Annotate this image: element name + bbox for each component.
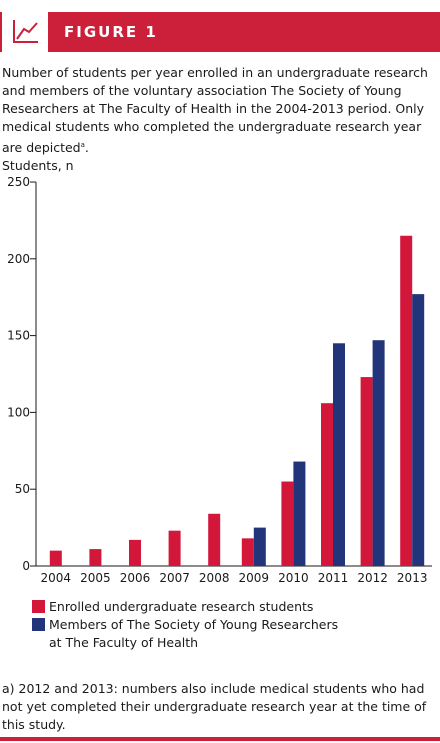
chart-legend: Enrolled undergraduate research students… xyxy=(32,598,349,652)
legend-label-members: Members of The Society of Young Research… xyxy=(49,617,339,650)
caption-footnote-marker: a xyxy=(80,141,85,149)
bar-enrolled-2011 xyxy=(321,403,333,566)
bar-members-2010 xyxy=(293,461,306,566)
x-tick-label-2010: 2010 xyxy=(278,571,309,585)
bar-members-2012 xyxy=(372,340,385,566)
y-tick-label: 100 xyxy=(7,405,30,419)
x-tick-label-2013: 2013 xyxy=(397,571,428,585)
legend-label-enrolled: Enrolled undergraduate research students xyxy=(49,599,314,614)
bar-members-2011 xyxy=(333,343,345,566)
x-tick-label-2007: 2007 xyxy=(159,571,190,585)
legend-item-enrolled: Enrolled undergraduate research students xyxy=(32,598,349,616)
figure-caption: Number of students per year enrolled in … xyxy=(2,64,434,157)
bar-members-2013 xyxy=(412,294,425,566)
x-tick-label-2004: 2004 xyxy=(41,571,72,585)
bar-enrolled-2007 xyxy=(168,530,181,566)
bar-enrolled-2005 xyxy=(89,549,102,566)
figure-footnote: a) 2012 and 2013: numbers also include m… xyxy=(2,681,427,732)
line-chart-icon xyxy=(2,12,48,52)
x-tick-label-2011: 2011 xyxy=(318,571,349,585)
bar-enrolled-2012 xyxy=(360,377,373,566)
y-tick-label: 150 xyxy=(7,329,30,343)
bar-chart: Students, n 0 50 100 150 200 250 2004 2005 2006 20… xyxy=(2,158,432,585)
legend-swatch-enrolled xyxy=(32,600,45,613)
x-tick-label-2012: 2012 xyxy=(357,571,388,585)
caption-text: Number of students per year enrolled in … xyxy=(2,65,428,156)
y-tick-label: 0 xyxy=(22,559,30,573)
caption-end: . xyxy=(84,140,89,156)
bar-enrolled-2013 xyxy=(400,235,413,566)
y-tick-label: 50 xyxy=(15,482,30,496)
bar-enrolled-2010 xyxy=(281,481,294,566)
figure-header: FIGURE 1 xyxy=(0,12,440,52)
legend-swatch-members xyxy=(32,618,45,631)
bar-members-2009 xyxy=(253,527,266,566)
figure-title: FIGURE 1 xyxy=(64,23,158,41)
x-tick-label-2005: 2005 xyxy=(80,571,111,585)
bar-enrolled-2008 xyxy=(208,513,221,566)
y-tick-label: 200 xyxy=(7,252,30,266)
x-tick-label-2009: 2009 xyxy=(239,571,270,585)
bar-enrolled-2009 xyxy=(241,538,254,566)
x-tick-label-2006: 2006 xyxy=(120,571,151,585)
bottom-rule xyxy=(0,737,440,741)
y-tick-label: 250 xyxy=(7,175,30,189)
bar-enrolled-2006 xyxy=(129,539,141,566)
bar-enrolled-2004 xyxy=(49,550,62,566)
legend-item-members: Members of The Society of Young Research… xyxy=(32,616,349,652)
x-tick-label-2008: 2008 xyxy=(199,571,230,585)
y-axis-label: Students, n xyxy=(2,158,74,173)
